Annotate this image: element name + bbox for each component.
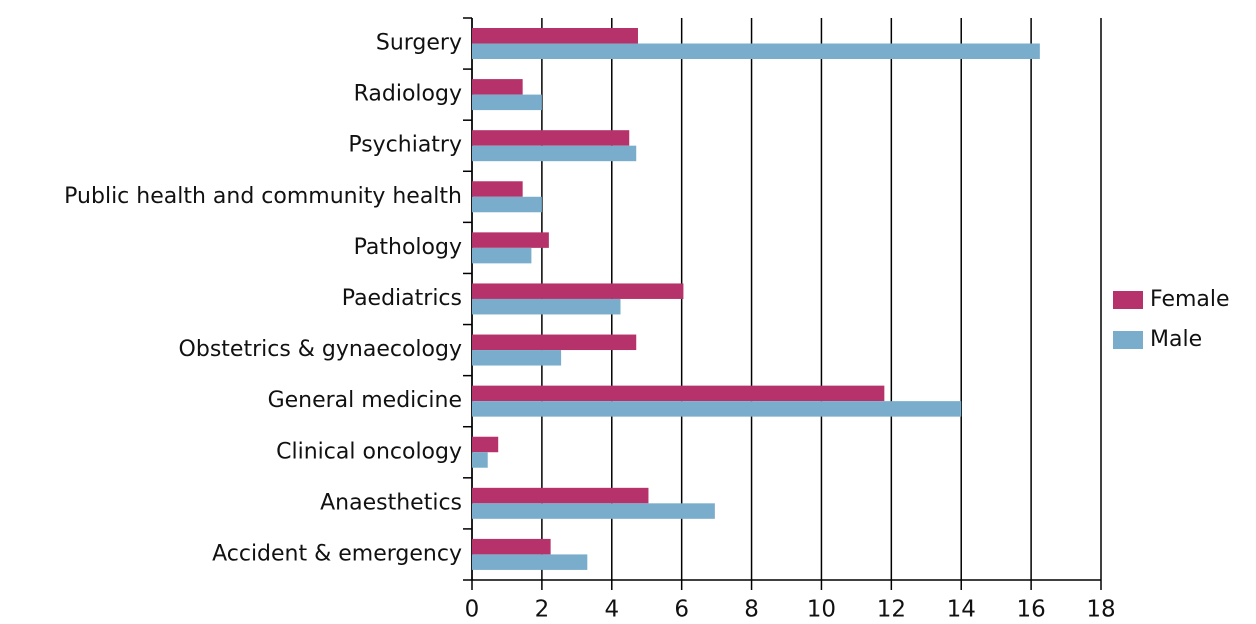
bar [472, 554, 588, 570]
bar [472, 385, 885, 402]
y-tick-label: Anaesthetics [320, 490, 462, 515]
y-tick-label: Clinical oncology [276, 439, 462, 464]
y-tick-label: Pathology [354, 235, 462, 260]
bar [472, 28, 638, 44]
y-tick-label: Radiology [354, 82, 462, 107]
x-tick-label: 6 [674, 597, 689, 623]
bar [472, 503, 715, 519]
bar [472, 436, 499, 453]
bar [472, 487, 649, 504]
bar [472, 181, 523, 197]
bar [472, 298, 621, 315]
legend-label: Male [1150, 327, 1202, 352]
bar [472, 232, 549, 248]
x-tick-label: 2 [535, 597, 550, 623]
y-tick-label: Obstetrics & gynaecology [179, 337, 462, 362]
legend-swatch [1113, 331, 1143, 349]
x-tick-label: 4 [604, 597, 619, 623]
bar [472, 538, 551, 555]
bar [472, 130, 630, 146]
y-tick-label: General medicine [268, 388, 462, 413]
y-tick-label: Accident & emergency [212, 541, 462, 566]
y-tick-label: Surgery [376, 31, 462, 56]
legend-swatch [1113, 291, 1143, 309]
x-tick-label: 14 [947, 597, 976, 623]
y-tick-label: Psychiatry [348, 133, 462, 158]
bar [472, 145, 637, 162]
bar [472, 334, 637, 351]
x-tick-label: 0 [465, 597, 480, 623]
x-tick-label: 12 [877, 597, 906, 623]
bar [472, 452, 488, 468]
bar [472, 43, 1040, 59]
bar [472, 94, 542, 111]
y-tick-label: Public health and community health [64, 184, 462, 209]
x-tick-label: 18 [1086, 597, 1115, 623]
x-tick-label: 16 [1016, 597, 1045, 623]
bar [472, 401, 962, 417]
bar [472, 247, 532, 264]
bar [472, 283, 684, 299]
legend-label: Female [1150, 287, 1230, 312]
bar [472, 196, 542, 213]
x-tick-label: 10 [807, 597, 836, 623]
bar [472, 350, 562, 366]
bar [472, 79, 523, 95]
x-tick-label: 8 [744, 597, 759, 623]
y-tick-label: Paediatrics [342, 286, 462, 311]
